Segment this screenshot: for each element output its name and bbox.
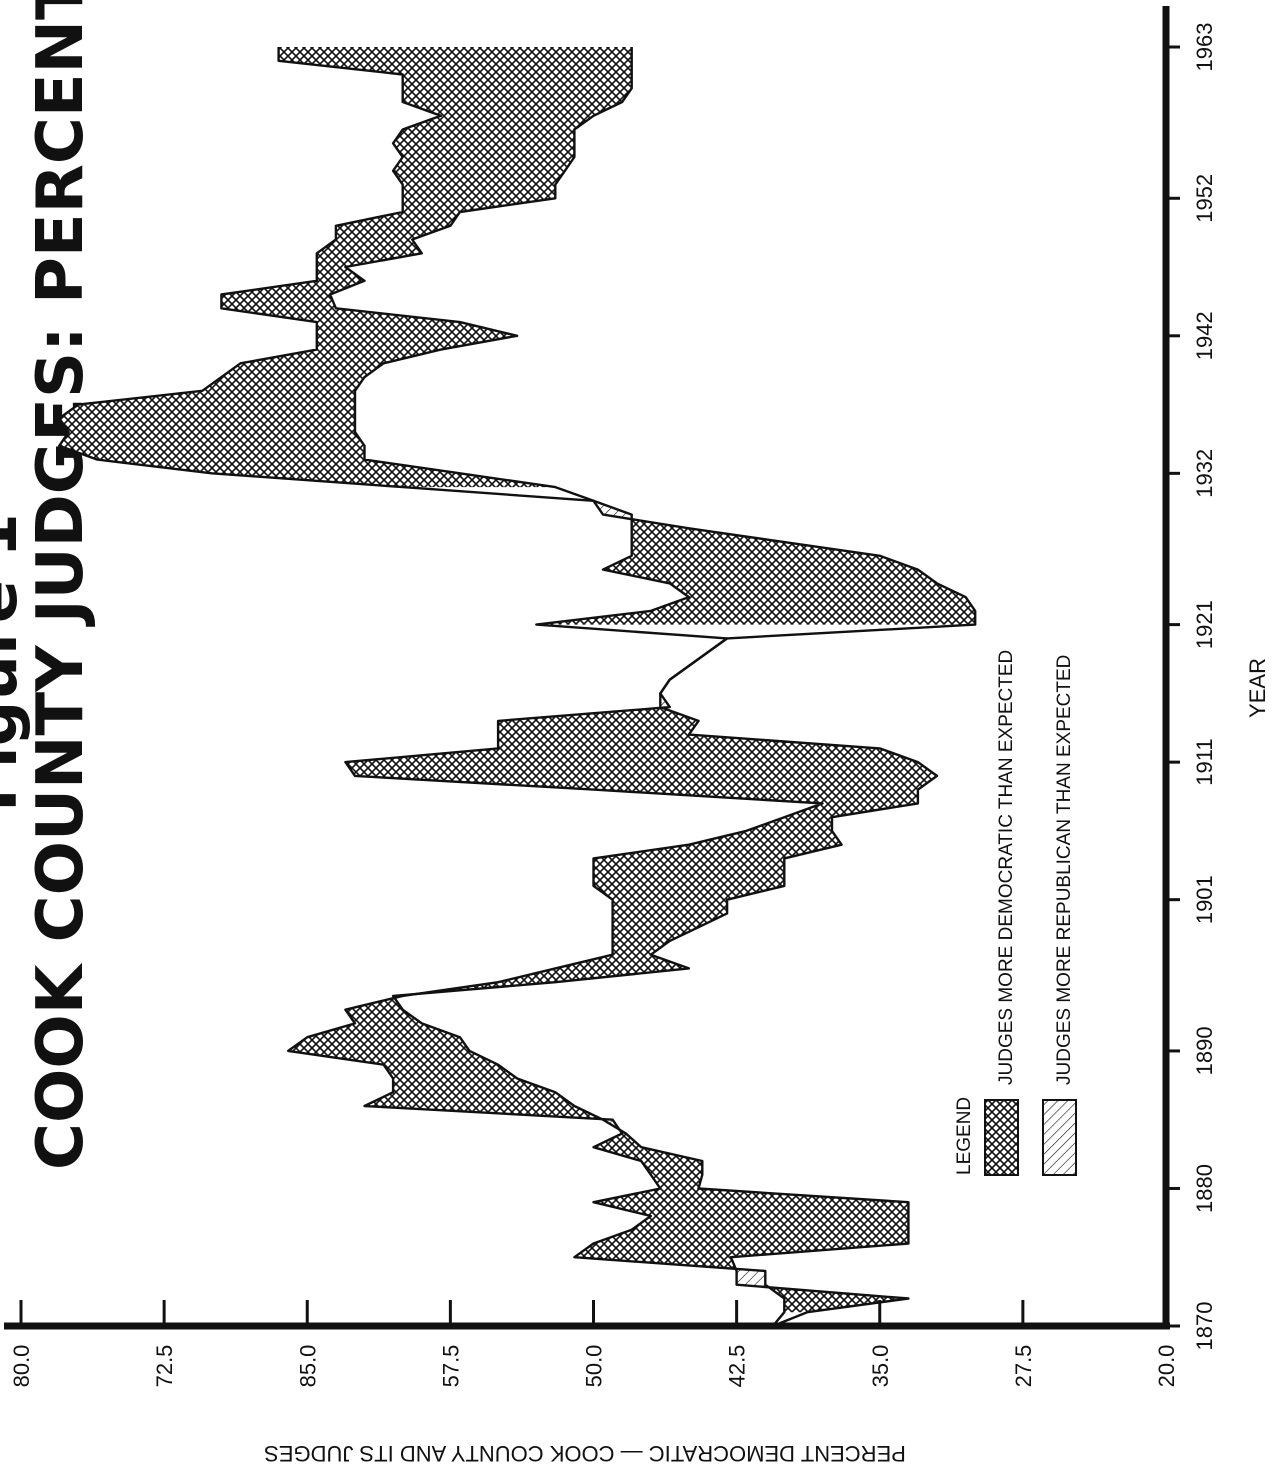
legend-title: LEGEND	[954, 1097, 975, 1175]
area-judges-more-democratic	[574, 1129, 909, 1269]
y-tick-label: 85.0	[295, 1345, 320, 1388]
y-tick-label: 27.5	[1011, 1345, 1036, 1388]
x-tick-label: 1901	[1192, 875, 1217, 924]
area-judges-more-republican	[735, 1268, 769, 1288]
x-tick-label: 1880	[1192, 1164, 1217, 1213]
y-tick-label: 50.0	[582, 1345, 607, 1388]
x-tick-label: 1911	[1192, 738, 1217, 785]
legend-swatch-diagonal	[1042, 1099, 1077, 1176]
y-tick-label: 35.0	[868, 1345, 893, 1388]
legend-swatch-crosshatch	[984, 1099, 1019, 1176]
series-line-judges	[58, 47, 824, 1327]
legend: LEGEND JUDGES MORE DEMOCRATIC THAN EXPEC…	[954, 650, 1077, 1176]
area-judges-more-republican	[601, 1119, 620, 1130]
y-ticks: 20.0 27.5 35.0 42.5 50.0 57.5 85.0 72.5 80.0	[9, 1300, 1179, 1387]
x-tick-label: 1921	[1192, 600, 1217, 649]
data-areas	[58, 47, 977, 1328]
y-tick-label: 80.0	[9, 1345, 34, 1388]
y-tick-label: 20.0	[1154, 1345, 1179, 1388]
legend-entry-democratic: JUDGES MORE DEMOCRATIC THAN EXPECTED	[996, 650, 1017, 1085]
x-tick-label: 1870	[1192, 1302, 1217, 1351]
series-line-cook-county	[328, 47, 977, 1328]
x-tick-label: 1942	[1192, 311, 1217, 360]
figure-label: Figure 1	[0, 513, 32, 812]
area-judges-more-democratic	[768, 1287, 909, 1313]
x-tick-label: 1890	[1192, 1026, 1217, 1075]
chart-title: COOK COUNTY JUDGES: PERCENT DEMOCRATIC	[24, 0, 98, 1170]
area-judges-more-democratic	[345, 707, 937, 994]
y-axis-title: PERCENT DEMOCRATIC — COOK COUNTY AND ITS…	[264, 1441, 906, 1466]
x-tick-label: 1963	[1192, 23, 1217, 72]
x-tick-label: 1952	[1192, 174, 1217, 223]
legend-entry-republican: JUDGES MORE REPUBLICAN THAN EXPECTED	[1054, 655, 1075, 1085]
area-judges-more-democratic	[288, 997, 602, 1120]
x-ticks: 1870 1880 1890 1901 1911 1921 1932 1942 1952 1963	[1166, 23, 1217, 1351]
area-judges-more-democratic	[536, 519, 976, 625]
y-tick-label: 72.5	[152, 1345, 177, 1388]
y-tick-label: 57.5	[438, 1345, 463, 1388]
x-axis-title: YEAR	[1245, 658, 1270, 718]
y-tick-label: 42.5	[725, 1345, 750, 1388]
x-tick-label: 1932	[1192, 449, 1217, 498]
